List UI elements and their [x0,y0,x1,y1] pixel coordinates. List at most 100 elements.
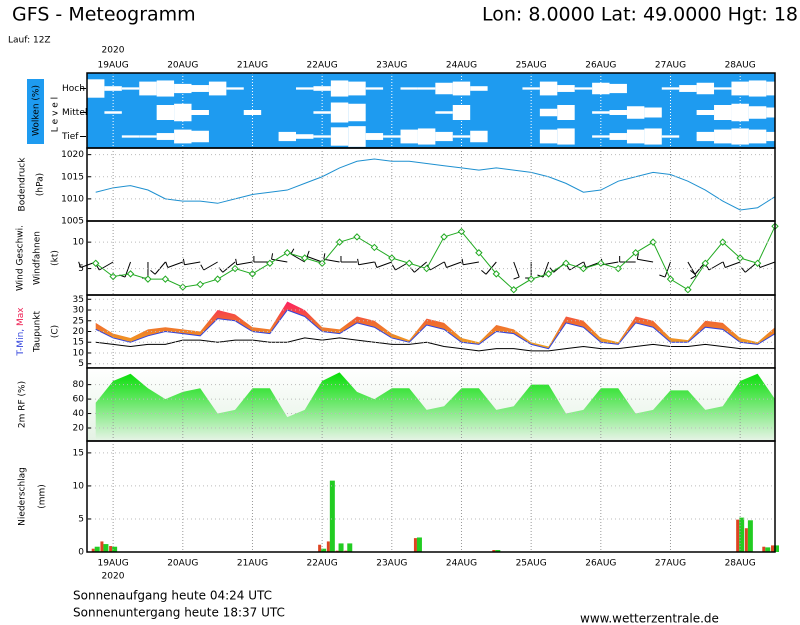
cloud-cover [435,111,453,114]
date-label: 20AUG [167,559,198,569]
cloud-cover [470,86,488,91]
wind-barb-feather [481,270,487,275]
cloud-cover [121,87,140,90]
wind-barb-feather [78,261,82,268]
cloud-cover [696,131,715,142]
cloud-cover [435,82,453,95]
cloud-cover [748,80,767,97]
y-tick-label: 1005 [61,217,84,227]
precip-bar [495,550,501,552]
cloud-cover [539,81,558,96]
y-axis-label: Wolken (%) [32,85,42,136]
cloud-cover [191,130,209,143]
precip-bar [103,544,109,552]
precip-bar [318,544,322,552]
date-label: 28AUG [725,559,756,569]
wind-speed-marker [649,238,657,246]
y-tick-label: 1015 [61,172,84,182]
source: www.wetterzentrale.de [580,612,719,625]
year: 2020 [102,572,125,582]
wind-barb [429,261,445,271]
y-tick-label: 5 [78,264,84,274]
wind-speed-marker [353,233,361,241]
date-label: 26AUG [585,559,616,569]
wind-barb [542,261,550,278]
wind-speed-marker [109,272,117,281]
date-label: 22AUG [307,61,338,71]
cloud-cover [714,87,732,90]
y-axis-label: Windfahnen [33,231,43,285]
sunset: Sonnenuntergang heute 18:37 UTC [73,606,285,620]
pressure-line [95,158,776,211]
cloud-cover [696,82,715,95]
cloud-cover [714,105,732,120]
panel-frame [86,147,776,222]
run: Lauf: 12Z [8,36,51,46]
wind-barb-feather [271,253,274,260]
wind-barb-feather [690,270,696,275]
y-tick-label: 25 [73,316,84,326]
cloud-cover [139,81,157,96]
y-tick-label: 10 [73,238,85,248]
wind-barb [513,261,520,278]
wind-speed-marker [527,275,535,283]
sunrise: Sonnenaufgang heute 04:24 UTC [73,589,272,603]
wind-speed-marker [405,259,413,267]
cloud-cover [417,87,436,90]
precip-bar [413,538,417,552]
date-label: 21AUG [237,559,268,569]
cloud-cover [296,87,314,90]
date-label: 26AUG [585,61,616,71]
precip-bar [94,546,100,552]
y-tick-label: 15 [73,338,84,348]
y-tick-label: 10 [73,348,85,358]
y-tick-label: 5 [78,514,84,524]
wind-barb [236,261,253,266]
precip-bar [109,546,113,552]
cloud-cover [330,102,349,123]
cloud-cover [574,87,593,90]
y-tick-label: 20 [73,327,85,337]
precip-bar [736,519,740,552]
ylabel-box [27,79,44,144]
precip-bar [762,546,766,552]
cloud-cover [278,131,297,142]
wind-barb-feather [235,258,238,265]
y-axis-label: 2m RF (%) [18,381,28,428]
y-axis-unit: (kt) [51,250,61,266]
y-axis-label: Bodendruck [18,157,28,212]
wind-barb-feather [636,253,639,260]
wind-barb [306,256,323,263]
precip-bar [774,545,779,552]
date-label: 23AUG [376,559,407,569]
wind-speed-marker [370,243,379,252]
cloud-cover [470,130,488,143]
cloud-cover [748,129,767,144]
precip-bar [100,541,104,552]
cloud-cover [348,103,366,122]
wind-speed-marker [510,286,518,294]
cloud-cover [626,129,645,144]
wind-speed-marker [457,227,466,236]
y-tick-label: 5 [78,359,84,369]
panel-frame [86,220,776,296]
wind-barb [203,261,218,271]
wind-speed-marker [492,270,501,278]
wind-speed-marker [283,249,292,257]
wind-barb-feather [165,261,169,268]
wind-barb-feather [150,270,156,275]
wind-speed-marker [614,264,622,273]
precip-bar [492,550,496,552]
cloud-cover [330,127,349,146]
wind-barb-feather [374,261,378,268]
wind-barb-feather [461,258,464,265]
y-axis-label-part: , [16,326,26,332]
y-tick-label: 30 [73,306,85,316]
cloud-cover [296,134,314,139]
cloud-cover [557,105,575,120]
precip-bar [771,545,774,552]
precip-bar [91,548,95,552]
temperature-band [95,301,775,349]
wind-speed-marker [666,275,675,283]
cloud-cover [557,85,575,92]
